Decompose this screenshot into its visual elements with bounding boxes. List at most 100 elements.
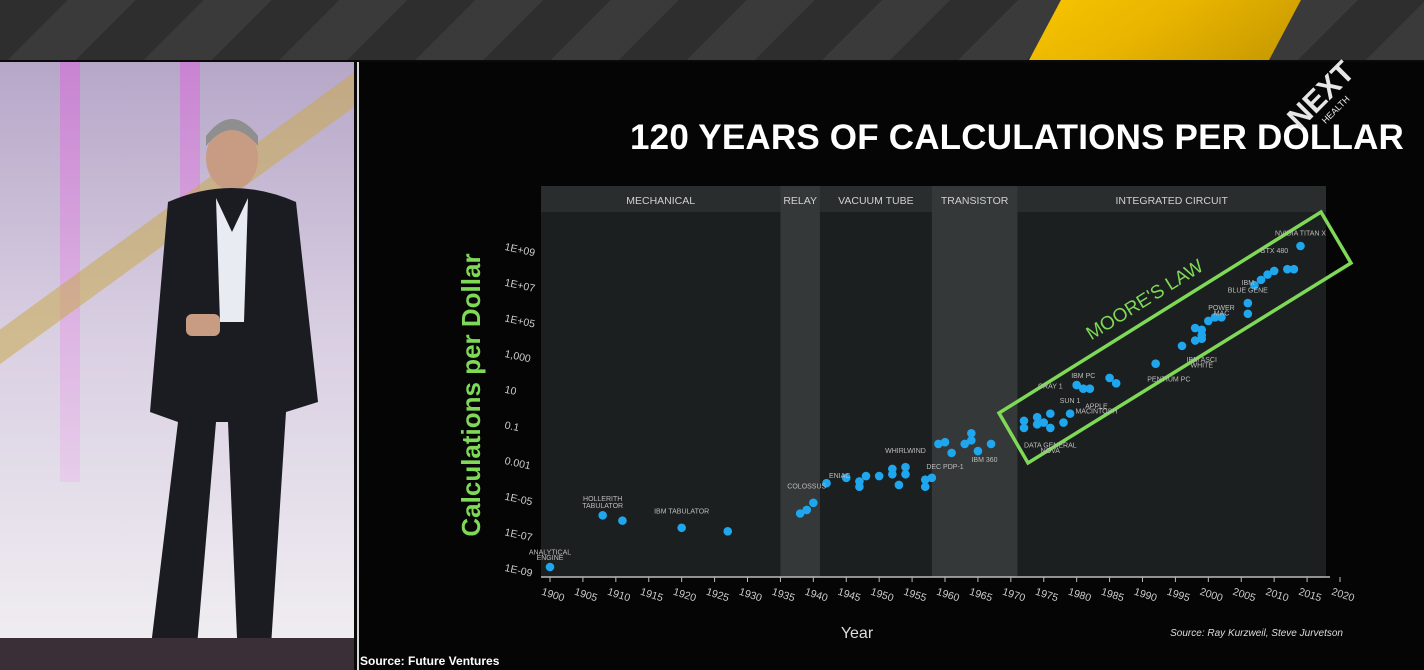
speaker-stage-video xyxy=(0,62,354,670)
data-point xyxy=(1039,418,1049,427)
y-tick-label: 1E-07 xyxy=(504,526,534,544)
x-axis-title: Year xyxy=(841,625,874,642)
y-tick-label: 1E+05 xyxy=(504,312,537,330)
point-label: WHIRLWIND xyxy=(885,448,926,455)
data-point xyxy=(901,462,910,472)
data-point xyxy=(1190,336,1200,345)
data-point xyxy=(1263,270,1272,279)
y-tick-label: 1E-09 xyxy=(504,562,534,580)
data-point xyxy=(1046,409,1055,418)
data-point xyxy=(1078,384,1088,393)
data-point xyxy=(1269,266,1279,276)
speaker-figure xyxy=(150,119,318,662)
data-point xyxy=(920,482,930,492)
point-label: MACINTOSH xyxy=(1075,409,1117,416)
x-tick-label: 1985 xyxy=(1100,586,1126,605)
video-source-caption: Source: Future Ventures xyxy=(360,654,500,668)
point-label: PENTIUM PC xyxy=(1147,377,1190,384)
data-point xyxy=(1032,412,1042,422)
data-point xyxy=(855,482,864,492)
point-label: APPLE xyxy=(1085,403,1108,410)
data-point xyxy=(598,510,607,520)
data-point xyxy=(894,480,904,490)
data-point xyxy=(874,471,884,481)
x-tick-label: 2000 xyxy=(1198,586,1224,605)
data-point xyxy=(1250,280,1259,290)
data-point xyxy=(1217,313,1226,322)
x-tick-label: 1910 xyxy=(606,586,632,605)
y-tick-label: 0.1 xyxy=(504,419,521,434)
x-tick-label: 1975 xyxy=(1034,586,1060,605)
point-label: DATA GENERAL xyxy=(1024,443,1077,450)
data-point xyxy=(822,478,831,488)
data-point xyxy=(967,428,976,438)
x-tick-label: 1900 xyxy=(540,586,566,605)
data-point xyxy=(802,505,812,515)
x-tick-label: 2020 xyxy=(1330,586,1356,605)
x-tick-label: 1940 xyxy=(803,586,829,605)
data-point xyxy=(973,446,983,456)
data-point xyxy=(723,527,733,536)
data-point xyxy=(1046,423,1055,433)
x-tick-label: 1930 xyxy=(737,586,763,605)
point-label: IBM PC xyxy=(1071,373,1095,380)
moores-law-box xyxy=(996,209,1354,466)
point-label: ANALYTICAL xyxy=(529,550,571,557)
point-label: ENIAC xyxy=(829,473,850,480)
era-band xyxy=(931,186,1018,577)
data-point xyxy=(618,516,627,525)
data-point xyxy=(1072,380,1081,390)
x-tick-label: 2010 xyxy=(1264,586,1290,605)
data-point xyxy=(1283,264,1292,274)
x-tick-label: 1980 xyxy=(1067,586,1093,605)
data-point xyxy=(947,448,956,458)
point-label: MAC xyxy=(1214,311,1230,318)
data-point xyxy=(920,475,930,484)
data-point xyxy=(1243,298,1253,308)
data-point xyxy=(1197,325,1207,335)
x-tick-label: 2005 xyxy=(1231,586,1257,605)
data-point xyxy=(795,509,805,518)
point-label: GTX 480 xyxy=(1260,248,1288,255)
point-label: SUN 1 xyxy=(1060,398,1081,405)
data-point xyxy=(1204,316,1213,326)
era-label: VACUUM TUBE xyxy=(838,195,913,207)
data-point xyxy=(677,523,686,533)
era-band xyxy=(780,186,820,577)
data-point xyxy=(1019,416,1029,426)
x-tick-label: 1965 xyxy=(968,586,994,605)
era-label: INTEGRATED CIRCUIT xyxy=(1116,195,1229,207)
data-point xyxy=(1085,384,1095,393)
point-label: BLUE GENE xyxy=(1228,287,1268,294)
x-tick-label: 1945 xyxy=(836,586,862,605)
x-tick-label: 1915 xyxy=(639,586,665,605)
x-tick-label: 2015 xyxy=(1297,586,1323,605)
x-tick-label: 1990 xyxy=(1132,586,1158,605)
data-point xyxy=(1210,313,1220,322)
data-point xyxy=(1059,418,1068,427)
data-point xyxy=(934,439,943,449)
data-point xyxy=(1105,373,1114,383)
x-tick-label: 1905 xyxy=(573,586,599,605)
point-label: DEC PDP-1 xyxy=(926,464,963,471)
data-point xyxy=(1177,341,1187,351)
point-label: NOVA xyxy=(1041,448,1061,455)
conference-banner xyxy=(0,0,1424,60)
data-point xyxy=(1065,409,1075,418)
point-label: IBM xyxy=(1242,280,1255,287)
x-tick-label: 1920 xyxy=(672,586,698,605)
next-health-logo: NEXT HEALTH xyxy=(1281,55,1361,135)
data-point xyxy=(901,469,910,479)
data-point xyxy=(841,473,851,483)
data-point xyxy=(986,439,996,449)
data-point xyxy=(1019,423,1029,433)
data-point xyxy=(1151,359,1160,369)
y-tick-label: 10 xyxy=(504,384,518,398)
data-point xyxy=(1289,264,1299,274)
data-point xyxy=(1032,420,1042,429)
data-point xyxy=(809,498,818,508)
point-label: ENGINE xyxy=(537,555,564,562)
point-label: CRAY 1 xyxy=(1038,384,1063,391)
era-label: RELAY xyxy=(783,195,817,207)
